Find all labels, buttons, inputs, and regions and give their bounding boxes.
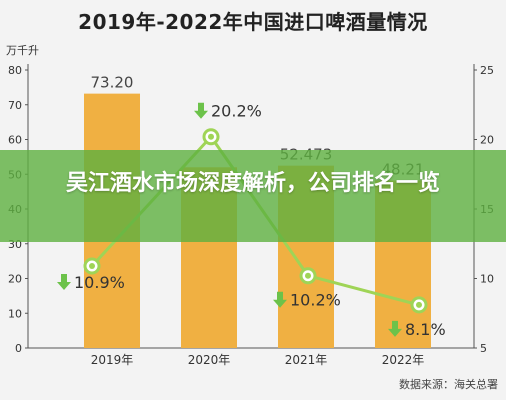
headline-banner: 吴江酒水市场深度解析，公司排名一览 — [0, 150, 506, 242]
chart-title: 2019年-2022年中国进口啤酒量情况 — [78, 10, 428, 34]
right-tick-label: 20 — [480, 134, 494, 147]
right-tick-label: 10 — [480, 273, 494, 286]
line-value-label: 20.2% — [211, 102, 262, 121]
bar-value-label: 73.20 — [91, 74, 134, 92]
line-value-label: 10.2% — [290, 291, 341, 310]
down-arrow-icon — [388, 320, 402, 337]
x-tick-label: 2022年 — [382, 353, 425, 367]
down-arrow-icon — [273, 291, 287, 308]
line-value-label: 10.9% — [74, 273, 125, 292]
down-arrow-icon — [57, 273, 71, 290]
line-value-label: 8.1% — [405, 320, 446, 339]
left-tick-label: 10 — [8, 307, 22, 320]
line-point-core — [208, 133, 214, 140]
source-note: 数据来源：海关总署 — [399, 378, 498, 391]
line-point-core — [89, 262, 95, 269]
down-arrow-icon — [194, 102, 208, 119]
left-tick-label: 20 — [8, 273, 22, 286]
right-tick-label: 25 — [480, 64, 494, 77]
line-point-core — [416, 301, 422, 308]
headline-text: 吴江酒水市场深度解析，公司排名一览 — [65, 171, 440, 196]
right-tick-label: 5 — [480, 342, 487, 355]
x-tick-label: 2019年 — [91, 353, 134, 367]
line-point-core — [305, 272, 311, 279]
left-tick-label: 70 — [8, 99, 22, 112]
x-tick-label: 2020年 — [188, 353, 231, 367]
left-tick-label: 0 — [15, 342, 22, 355]
left-tick-label: 60 — [8, 134, 22, 147]
left-tick-label: 80 — [8, 64, 22, 77]
left-axis-unit: 万千升 — [6, 44, 39, 57]
x-tick-label: 2021年 — [285, 353, 328, 367]
